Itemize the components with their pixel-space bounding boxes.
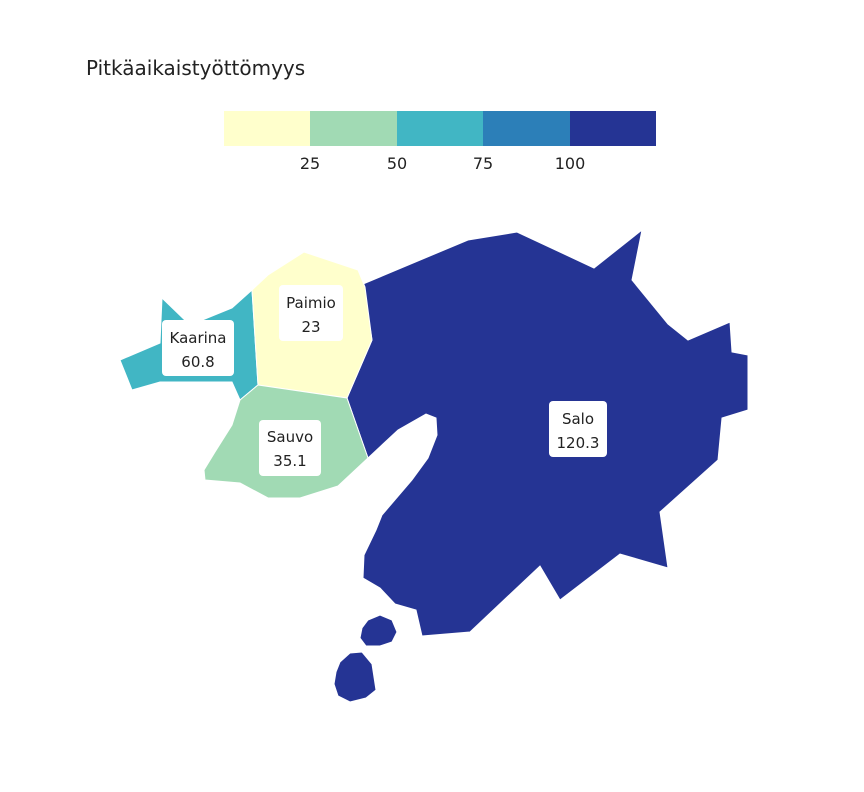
color-legend: 25 50 75 100: [224, 111, 657, 181]
label-sauvo: Sauvo 35.1: [259, 420, 321, 476]
label-paimio-name: Paimio: [286, 294, 336, 312]
legend-swatch-2: [310, 111, 397, 146]
label-salo-value: 120.3: [557, 434, 600, 452]
label-sauvo-value: 35.1: [273, 452, 306, 470]
map-title: Pitkäaikaistyöttömyys: [86, 56, 306, 80]
label-paimio: Paimio 23: [279, 285, 343, 341]
legend-swatch-3: [396, 111, 484, 146]
legend-tick-25: 25: [299, 154, 321, 173]
label-paimio-box: [279, 285, 343, 341]
legend-tick-50: 50: [386, 154, 408, 173]
label-salo-box: [549, 401, 607, 457]
label-paimio-value: 23: [301, 318, 320, 336]
legend-ticks: 25 50 75 100: [224, 146, 656, 173]
label-kaarina: Kaarina 60.8: [162, 320, 234, 376]
legend-tick-75: 75: [472, 154, 494, 173]
label-kaarina-value: 60.8: [181, 353, 214, 371]
legend-swatch-5: [569, 111, 657, 146]
region-salo-island-2[interactable]: [333, 651, 377, 703]
label-sauvo-box: [259, 420, 321, 476]
label-sauvo-name: Sauvo: [267, 428, 313, 446]
label-kaarina-box: [162, 320, 234, 376]
label-kaarina-name: Kaarina: [170, 329, 227, 347]
legend-swatch-4: [483, 111, 570, 146]
region-salo[interactable]: [346, 228, 749, 637]
legend-swatch-1: [224, 111, 311, 146]
legend-tick-100: 100: [554, 154, 586, 173]
region-salo-island-1[interactable]: [359, 614, 398, 647]
label-salo: Salo 120.3: [549, 401, 607, 457]
label-salo-name: Salo: [562, 410, 594, 428]
legend-bar: [224, 111, 657, 146]
